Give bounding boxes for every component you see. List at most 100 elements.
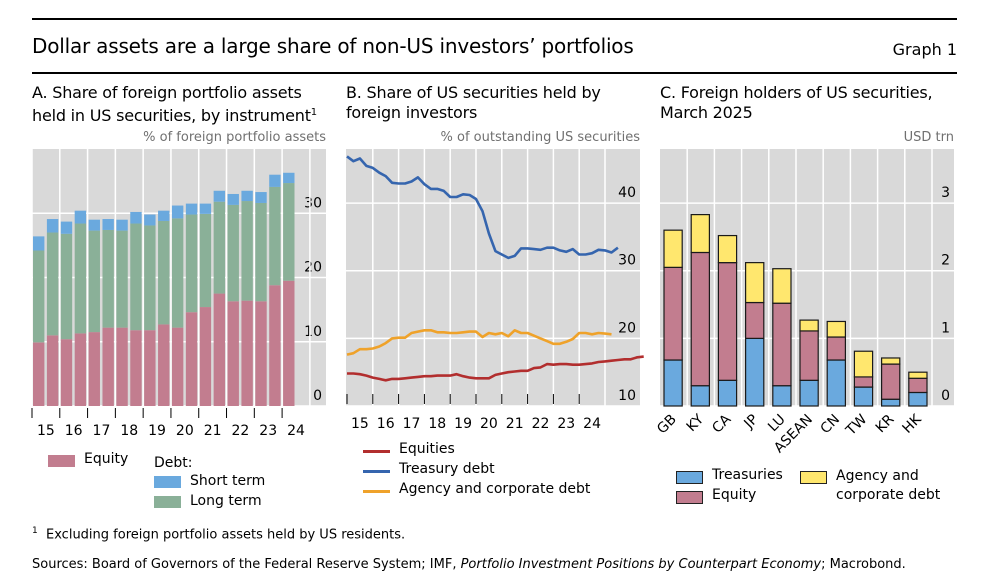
bar-agency-corporate-debt [663,229,683,268]
bar-long-term [255,202,267,302]
panel-a-ytick-label: 30 [304,195,322,211]
agency-corporate-debt-line [346,328,612,356]
bar-short-term [185,203,198,215]
bar-short-term [74,210,87,224]
panel-b-xtick-label: 16 [377,416,395,432]
panel-c-xtick-label: KR [873,411,898,436]
legend-treasuries-label: Treasuries [712,467,783,483]
bar-short-term [255,192,267,203]
bar-treasuries [772,385,792,407]
bar-treasuries [663,359,683,407]
graph-title: Dollar assets are a large share of non-U… [32,34,634,58]
panel-b-xtick-label: 24 [583,416,601,432]
bar-long-term [60,233,73,340]
bar-long-term [283,183,295,281]
panel-b-ytick-label: 30 [618,253,636,269]
bar-short-term [213,190,226,202]
bar-treasuries [826,359,847,407]
panel-a-xtick-label: 16 [65,423,83,439]
panel-a-xtick-label: 21 [204,423,222,439]
bar-treasuries [744,337,765,407]
bar-agency-corporate-debt [690,214,711,254]
bar-equity [102,327,114,406]
panel-c-xtick-label: CN [817,412,843,438]
legend-short-term-label: Short term [190,473,266,489]
panel-a-ytick-label: 20 [304,260,322,276]
bar-equity [269,285,281,406]
bar-short-term [60,221,73,234]
legend-agency-label: Agency and corporate debt [399,481,591,497]
legend-equity-label: Equity [84,451,129,467]
panel-b-title-line1: B. Share of US securities held by [346,83,601,102]
bar-equity [88,332,100,406]
footnote: 1 Excluding foreign portfolio assets hel… [32,526,405,542]
bar-equity [199,307,212,406]
bar-short-term [116,219,128,231]
panel-c-xtick-label: KY [684,411,708,435]
bar-long-term [74,223,87,334]
panel-b-xtick-label: 18 [428,416,446,432]
bar-long-term [241,201,253,301]
bar-long-term [269,186,281,286]
panel-c-xtick-label: JP [741,412,762,433]
bar-equity [60,339,73,406]
bar-agency-corporate-debt [880,357,901,365]
legend-agency-c-line1: Agency and [836,468,919,484]
panel-a-xtick-label: 17 [93,423,111,439]
panel-a-title-line2: held in US securities, by instrument [32,106,311,125]
bar-equity [880,363,901,400]
bar-short-term [199,203,212,214]
panel-c-title: C. Foreign holders of US securities, Mar… [660,83,933,123]
equities-line [347,355,644,382]
legend-treasuries-swatch [676,471,703,484]
bar-agency-corporate-debt [826,320,847,338]
bar-short-term [33,236,45,251]
bar-agency-corporate-debt [744,262,765,304]
bar-short-term [269,174,281,187]
bar-long-term [102,229,114,328]
bar-long-term [116,230,128,328]
bar-treasuries [880,398,901,407]
panel-c-title-line2: March 2025 [660,103,753,122]
panel-a-xtick-label: 18 [120,423,138,439]
bar-long-term [171,218,184,328]
bar-long-term [144,225,156,331]
top-rule [32,18,957,20]
panel-c-xtick-label: TW [842,411,870,439]
bar-equity [283,280,295,406]
bar-agency-corporate-debt [717,234,738,264]
panel-b-xtick-label: 20 [480,416,498,432]
panel-b-title-line2: foreign investors [346,103,478,122]
legend-agency-line [363,490,390,493]
bar-short-term [46,219,59,233]
bar-long-term [185,214,198,313]
bar-short-term [171,205,184,219]
bar-long-term [46,232,59,336]
bar-equity [690,251,711,387]
panel-a-xtick-label: 23 [259,423,277,439]
panel-b-ytick-label: 40 [618,185,636,201]
panel-b-plot-bg [346,149,640,406]
panel-a-xtick-label: 20 [176,423,194,439]
sources: Sources: Board of Governors of the Feder… [32,557,906,572]
panel-a-xtick-label: 15 [37,423,55,439]
bar-agency-corporate-debt [799,319,819,332]
bar-short-term [88,219,100,231]
bar-short-term [283,172,295,184]
bar-long-term [213,201,226,294]
panel-a-ytick-label: 10 [304,324,322,340]
panel-a-xtick-label: 19 [148,423,166,439]
legend-equity-c-label: Equity [712,487,757,503]
bar-short-term [227,193,239,205]
bar-long-term [33,250,45,343]
bar-long-term [158,220,170,325]
panel-a-xtick-label: 24 [287,423,305,439]
bar-equity [74,333,87,406]
footnote-text: Excluding foreign portfolio assets held … [46,527,406,543]
sources-italic: Portfolio Investment Positions by Counte… [460,557,822,572]
bar-long-term [227,204,239,302]
panel-b-xtick-label: 19 [454,416,472,432]
bar-treasuries [717,379,738,407]
panel-b-unit-label: % of outstanding US securities [440,130,641,145]
panel-c-ytick-label: 0 [941,388,950,404]
